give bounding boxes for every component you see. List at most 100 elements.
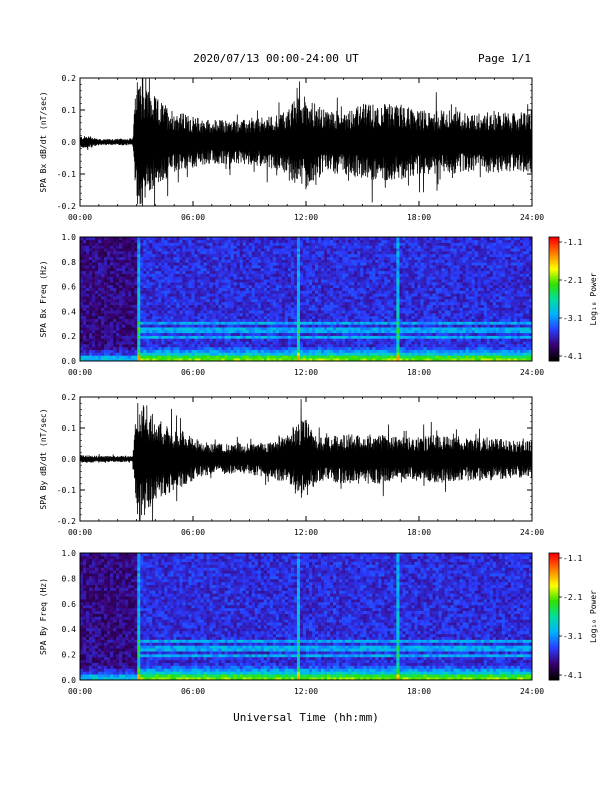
- heatmap-cell: [113, 301, 117, 305]
- heatmap-cell: [173, 349, 177, 353]
- heatmap-cell: [396, 352, 400, 356]
- heatmap-cell: [134, 327, 138, 331]
- heatmap-cell: [230, 349, 234, 353]
- heatmap-cell: [176, 301, 180, 305]
- heatmap-cell: [104, 248, 108, 252]
- heatmap-cell: [363, 315, 367, 320]
- heatmap-cell: [263, 253, 268, 258]
- heatmap-cell: [140, 344, 144, 348]
- heatmap-cell: [296, 287, 301, 291]
- heatmap-cell: [309, 349, 313, 353]
- heatmap-cell: [197, 352, 201, 356]
- heatmap-cell: [312, 301, 316, 305]
- heatmap-cell: [363, 344, 367, 348]
- heatmap-cell: [92, 330, 96, 334]
- heatmap-cell: [218, 290, 222, 294]
- heatmap-cell: [339, 344, 343, 348]
- heatmap-cell: [86, 265, 90, 269]
- heatmap-cell: [227, 290, 231, 294]
- heatmap-cell: [293, 299, 298, 303]
- heatmap-cell: [272, 293, 277, 297]
- heatmap-cell: [375, 313, 379, 317]
- heatmap-cell: [185, 273, 189, 277]
- heatmap-cell: [309, 279, 313, 283]
- heatmap-cell: [302, 318, 307, 322]
- heatmap-cell: [83, 355, 87, 359]
- heatmap-cell: [312, 265, 316, 269]
- heatmap-cell: [137, 268, 141, 272]
- heatmap-cell: [302, 335, 307, 339]
- heatmap-cell: [179, 330, 183, 334]
- heatmap-cell: [107, 239, 111, 243]
- heatmap-cell: [224, 346, 228, 351]
- heatmap-cell: [212, 259, 216, 263]
- heatmap-cell: [161, 242, 165, 246]
- heatmap-cell: [92, 237, 96, 241]
- heatmap-cell: [242, 251, 247, 255]
- heatmap-cell: [251, 276, 256, 280]
- heatmap-cell: [125, 259, 129, 263]
- heatmap-cell: [122, 237, 126, 241]
- heatmap-cell: [122, 251, 126, 255]
- heatmap-cell: [363, 349, 367, 353]
- heatmap-cell: [354, 299, 358, 303]
- heatmap-cell: [113, 310, 117, 314]
- heatmap-cell: [101, 310, 105, 314]
- heatmap-cell: [339, 262, 343, 266]
- heatmap-cell: [336, 338, 340, 342]
- heatmap-cell: [372, 276, 376, 280]
- heatmap-cell: [254, 287, 259, 291]
- heatmap-cell: [236, 290, 240, 294]
- heatmap-cell: [230, 307, 234, 311]
- heatmap-cell: [200, 248, 204, 252]
- heatmap-cell: [333, 242, 337, 246]
- heatmap-cell: [179, 256, 183, 260]
- heatmap-cell: [209, 270, 213, 274]
- heatmap-cell: [378, 313, 382, 317]
- heatmap-cell: [387, 299, 391, 303]
- heatmap-cell: [137, 346, 141, 351]
- heatmap-cell: [330, 310, 334, 314]
- heatmap-cell: [158, 265, 162, 269]
- heatmap-cell: [194, 262, 198, 266]
- heatmap-cell: [233, 318, 237, 322]
- heatmap-cell: [354, 301, 358, 305]
- heatmap-cell: [131, 327, 135, 331]
- heatmap-cell: [363, 301, 367, 305]
- heatmap-cell: [281, 256, 286, 260]
- heatmap-cell: [324, 299, 328, 303]
- heatmap-cell: [161, 259, 165, 263]
- heatmap-cell: [330, 265, 334, 269]
- heatmap-cell: [381, 253, 385, 258]
- heatmap-cell: [327, 299, 331, 303]
- heatmap-cell: [113, 327, 117, 331]
- heatmap-cell: [233, 268, 237, 272]
- heatmap-cell: [152, 251, 156, 255]
- heatmap-cell: [197, 335, 201, 339]
- heatmap-cell: [227, 313, 231, 317]
- heatmap-cell: [336, 248, 340, 252]
- heatmap-cell: [360, 282, 364, 286]
- heatmap-cell: [278, 287, 283, 291]
- heatmap-cell: [393, 346, 397, 351]
- heatmap-cell: [393, 284, 397, 289]
- heatmap-cell: [113, 282, 117, 286]
- heatmap-cell: [330, 301, 334, 305]
- heatmap-cell: [224, 318, 228, 322]
- heatmap-cell: [131, 284, 135, 289]
- heatmap-cell: [86, 349, 90, 353]
- heatmap-cell: [387, 307, 391, 311]
- heatmap-cell: [185, 299, 189, 303]
- heatmap-cell: [107, 315, 111, 320]
- heatmap-cell: [263, 296, 268, 300]
- heatmap-cell: [143, 313, 147, 317]
- heatmap-cell: [336, 253, 340, 258]
- heatmap-cell: [239, 265, 244, 269]
- heatmap-cell: [191, 299, 195, 303]
- heatmap-cell: [357, 344, 361, 348]
- heatmap-cell: [248, 332, 253, 336]
- heatmap-cell: [209, 279, 213, 283]
- heatmap-cell: [315, 242, 319, 246]
- heatmap-cell: [152, 352, 156, 356]
- heatmap-cell: [200, 352, 204, 356]
